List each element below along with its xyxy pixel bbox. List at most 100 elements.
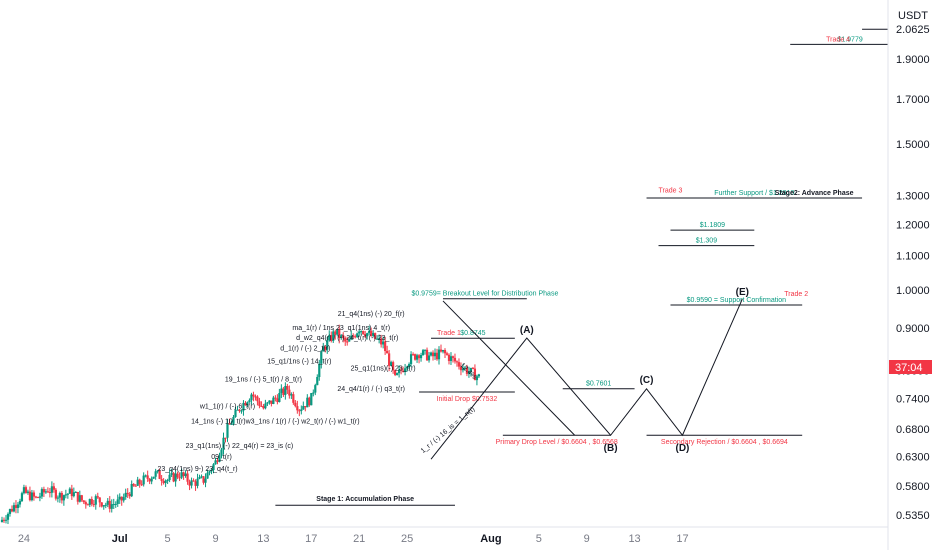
y-tick-label: 0.7400 — [896, 393, 930, 405]
candle-body — [0, 519, 4, 522]
candle-body — [48, 492, 51, 494]
candle-body — [372, 332, 375, 336]
level-label: Initial Drop $0.7532 — [437, 396, 498, 403]
candle-body — [220, 449, 223, 457]
candle-body — [72, 492, 75, 497]
x-tick-label: Jul — [112, 533, 128, 545]
candle-body — [348, 339, 351, 342]
candle-body — [168, 474, 171, 481]
candle-body — [384, 341, 387, 352]
candle-body — [204, 478, 207, 483]
candle-body — [42, 489, 46, 493]
candle-body — [96, 496, 99, 498]
candle-body — [431, 352, 435, 357]
candle-body — [342, 335, 345, 338]
candle-body — [40, 489, 44, 497]
candle-body — [467, 371, 471, 374]
candle-body — [302, 406, 305, 410]
candle-body — [346, 341, 349, 343]
candle-body — [248, 400, 251, 403]
annotation-text: 15_q1/1ns (-) 14_t(r) — [267, 359, 331, 366]
price-axis[interactable]: 2.0625 1.9000 1.7000 1.5000 1.3000 1.2000 1.10… — [896, 24, 930, 522]
candle-body — [216, 460, 219, 462]
candle-body — [136, 479, 139, 486]
candle-body — [290, 394, 293, 396]
wave-label: (E) — [736, 287, 749, 298]
candle-body — [334, 331, 337, 335]
candle-body — [388, 353, 391, 366]
candle-body — [358, 331, 361, 334]
candle-body — [118, 496, 121, 500]
annotation-text: 23_q4(1ns) 9-) 23_q4(t_r) — [157, 466, 237, 473]
level-label: Secondary Rejection / $0.6604 , $0.6694 — [661, 439, 788, 446]
candle-body — [378, 338, 381, 340]
candle-body — [44, 491, 47, 493]
currency-label[interactable]: USDT — [898, 10, 928, 22]
candle-body — [128, 494, 131, 497]
candle-body — [228, 423, 231, 425]
x-tick-label: 13 — [257, 533, 269, 545]
candle-body — [20, 493, 24, 502]
candle-body — [116, 499, 119, 504]
candle-body — [451, 356, 455, 358]
candle-body — [447, 354, 451, 361]
candle-body — [76, 492, 79, 502]
candle-body — [403, 368, 407, 372]
candle-body — [18, 501, 22, 505]
x-tick-label: 5 — [165, 533, 171, 545]
y-tick-label: 0.5350 — [896, 510, 930, 522]
x-tick-label: 9 — [212, 533, 218, 545]
annotation-text: 21_q4(1ns) (-) 20_f(r) — [338, 311, 405, 318]
candle-body — [336, 329, 339, 335]
level-label: $0.9759= Breakout Level for Distribution… — [411, 291, 558, 298]
candle-body — [230, 423, 233, 425]
candle-body — [262, 406, 265, 409]
candle-body — [320, 351, 323, 364]
candle-body — [326, 340, 329, 350]
y-tick-label: 1.3000 — [896, 190, 930, 202]
candle-body — [202, 476, 205, 483]
candle-body — [184, 473, 187, 477]
candle-body — [407, 364, 411, 367]
candle-body — [457, 362, 461, 367]
candle-body — [292, 394, 295, 403]
time-axis[interactable]: 24 Jul 5 9 13 17 21 25 Aug 5 9 13 17 — [18, 533, 689, 545]
candle-body — [90, 499, 93, 505]
candle-body — [322, 346, 325, 352]
wave-path — [430, 298, 743, 460]
candle-body — [178, 477, 181, 479]
candle-body — [465, 367, 469, 374]
candle-body — [154, 471, 157, 477]
levels-layer: $0.9759= Breakout Level for Distribution… — [275, 21, 932, 506]
candle-body — [264, 403, 267, 409]
candle-body — [332, 331, 335, 341]
candle-body — [344, 337, 347, 342]
candle-body — [152, 476, 155, 479]
candle-body — [425, 349, 429, 361]
candle-body — [10, 509, 14, 512]
candle-body — [244, 402, 247, 406]
candle-body — [182, 472, 185, 477]
candle-body — [423, 349, 427, 351]
candle-body — [288, 389, 291, 396]
candle-body — [459, 366, 463, 371]
y-tick-label: 0.9000 — [896, 323, 930, 335]
wave-label: (C) — [640, 375, 654, 386]
level-label: $0.9590 = Support Confirmation — [687, 297, 787, 304]
candle-body — [22, 487, 26, 494]
candle-body — [172, 473, 175, 482]
candle-body — [308, 397, 311, 406]
level-label: $1.309 — [696, 238, 718, 245]
candle-body — [298, 410, 301, 412]
level-label: $1.9779 — [837, 36, 862, 43]
candle-body — [441, 349, 445, 352]
candle-body — [232, 416, 235, 424]
x-tick-label: 9 — [584, 533, 590, 545]
candle-body — [14, 505, 18, 508]
annotation-text: 09_t(r) — [211, 454, 232, 461]
candle-body — [28, 491, 32, 501]
candle-body — [126, 492, 129, 495]
candle-body — [6, 513, 10, 520]
candle-body — [68, 488, 71, 494]
